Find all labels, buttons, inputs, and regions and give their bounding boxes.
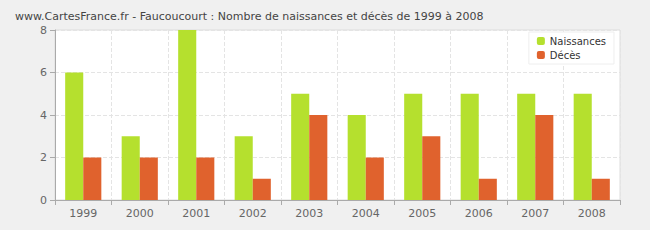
svg-text:Naissances: Naissances bbox=[550, 36, 606, 47]
svg-text:2003: 2003 bbox=[295, 207, 323, 220]
svg-text:2007: 2007 bbox=[521, 207, 549, 220]
svg-text:2001: 2001 bbox=[182, 207, 210, 220]
svg-text:1999: 1999 bbox=[69, 207, 97, 220]
svg-text:2004: 2004 bbox=[352, 207, 380, 220]
svg-text:2: 2 bbox=[40, 151, 47, 164]
svg-text:8: 8 bbox=[40, 24, 47, 37]
svg-text:2000: 2000 bbox=[126, 207, 154, 220]
svg-text:4: 4 bbox=[40, 109, 47, 122]
svg-text:6: 6 bbox=[40, 66, 47, 79]
svg-text:www.CartesFrance.fr - Faucouco: www.CartesFrance.fr - Faucoucourt : Nomb… bbox=[15, 10, 484, 23]
svg-text:Décès: Décès bbox=[550, 50, 581, 61]
svg-text:2002: 2002 bbox=[239, 207, 267, 220]
svg-text:2008: 2008 bbox=[578, 207, 606, 220]
svg-text:2005: 2005 bbox=[408, 207, 436, 220]
svg-text:0: 0 bbox=[40, 194, 47, 207]
svg-text:2006: 2006 bbox=[465, 207, 493, 220]
